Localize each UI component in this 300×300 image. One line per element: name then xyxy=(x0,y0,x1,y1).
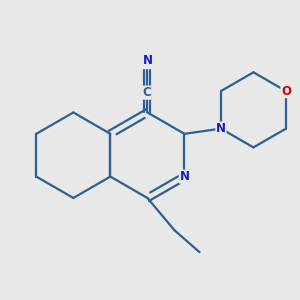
Text: N: N xyxy=(179,170,189,183)
Text: N: N xyxy=(216,122,226,135)
Text: O: O xyxy=(281,85,291,98)
Text: C: C xyxy=(142,86,151,99)
Text: N: N xyxy=(142,54,152,67)
